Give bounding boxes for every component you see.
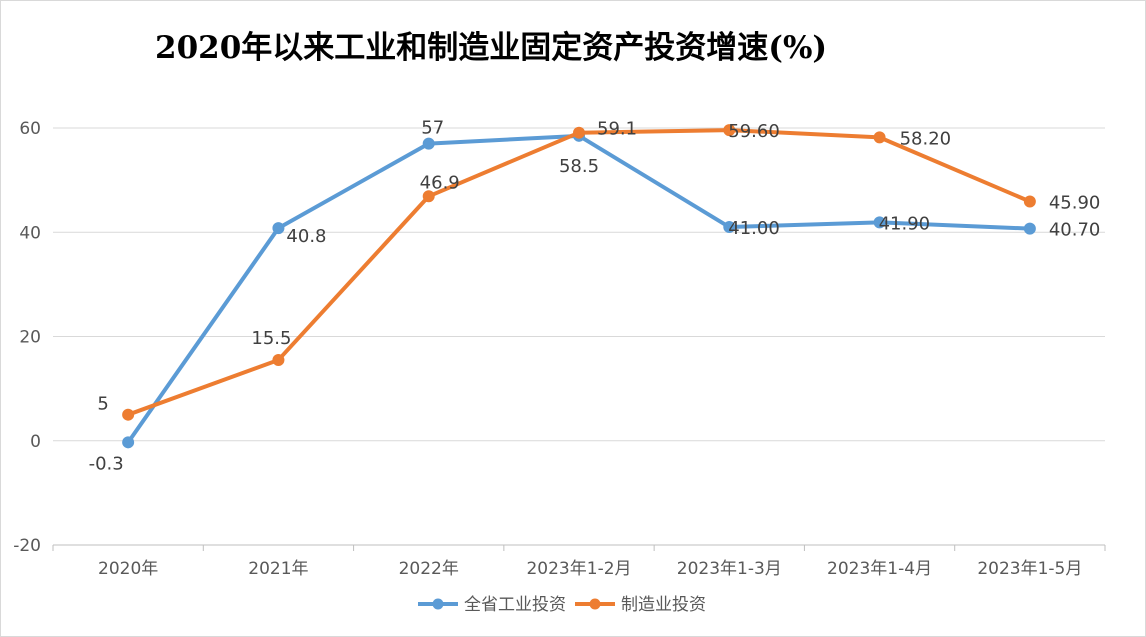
data-label: 41.90 xyxy=(879,213,931,234)
y-tick-label: 60 xyxy=(19,119,41,139)
data-point xyxy=(1023,222,1036,235)
x-tick-label: 2023年1-4月 xyxy=(827,559,932,579)
y-tick-label: 20 xyxy=(19,328,41,348)
y-axis-ticks: -20 0 20 40 60 xyxy=(13,119,41,556)
data-point xyxy=(873,131,886,144)
data-point xyxy=(122,408,135,421)
x-axis-ticks: 2020年 2021年 2022年 2023年1-2月 2023年1-3月 2023年1-… xyxy=(98,559,1082,579)
legend-swatch-marker xyxy=(432,598,444,610)
data-label: 57 xyxy=(421,118,444,139)
y-tick-label: -20 xyxy=(13,536,41,556)
data-point xyxy=(573,126,585,139)
data-point xyxy=(723,124,736,137)
legend-label: 制造业投资 xyxy=(621,595,706,615)
data-point xyxy=(272,222,285,235)
chart-title: 2020年以来工业和制造业固定资产投资增速(%) xyxy=(155,30,828,66)
series-lines xyxy=(122,124,1036,449)
legend: 全省工业投资 制造业投资 xyxy=(418,595,706,615)
data-point xyxy=(873,216,886,229)
data-point xyxy=(272,353,285,366)
data-point xyxy=(122,436,135,449)
x-tick-label: 2020年 xyxy=(98,559,158,579)
data-label: 59.1 xyxy=(597,119,637,140)
y-tick-label: 0 xyxy=(30,432,41,452)
data-label: 5 xyxy=(97,394,108,415)
data-label: 46.9 xyxy=(420,172,460,193)
data-point xyxy=(723,221,736,234)
data-label: 59.60 xyxy=(728,121,780,142)
data-point xyxy=(1023,195,1036,208)
data-label: 40.8 xyxy=(286,226,326,247)
x-axis xyxy=(52,544,1106,551)
x-tick-label: 2023年1-3月 xyxy=(677,559,782,579)
legend-swatch-marker xyxy=(589,598,601,610)
data-point xyxy=(422,190,435,203)
data-label: 15.5 xyxy=(251,328,291,349)
series-line-1 xyxy=(126,133,1032,445)
data-label: -0.3 xyxy=(89,453,124,474)
x-tick-label: 2021年 xyxy=(248,559,308,579)
x-tick-label: 2022年 xyxy=(399,559,459,579)
data-label: 40.70 xyxy=(1049,220,1101,241)
x-tick-label: 2023年1-2月 xyxy=(526,559,631,579)
x-tick-label: 2023年1-5月 xyxy=(977,559,1082,579)
data-label: 41.00 xyxy=(728,218,780,239)
data-point xyxy=(422,137,435,150)
data-labels: -0.3 40.8 57 58.5 41.00 41.90 40.70 5 15.5 46.9 59… xyxy=(89,118,1101,475)
y-tick-label: 40 xyxy=(19,223,41,243)
legend-label: 全省工业投资 xyxy=(464,595,566,615)
data-label: 45.90 xyxy=(1049,192,1101,213)
data-label: 58.20 xyxy=(900,128,952,149)
data-label: 58.5 xyxy=(559,156,599,177)
